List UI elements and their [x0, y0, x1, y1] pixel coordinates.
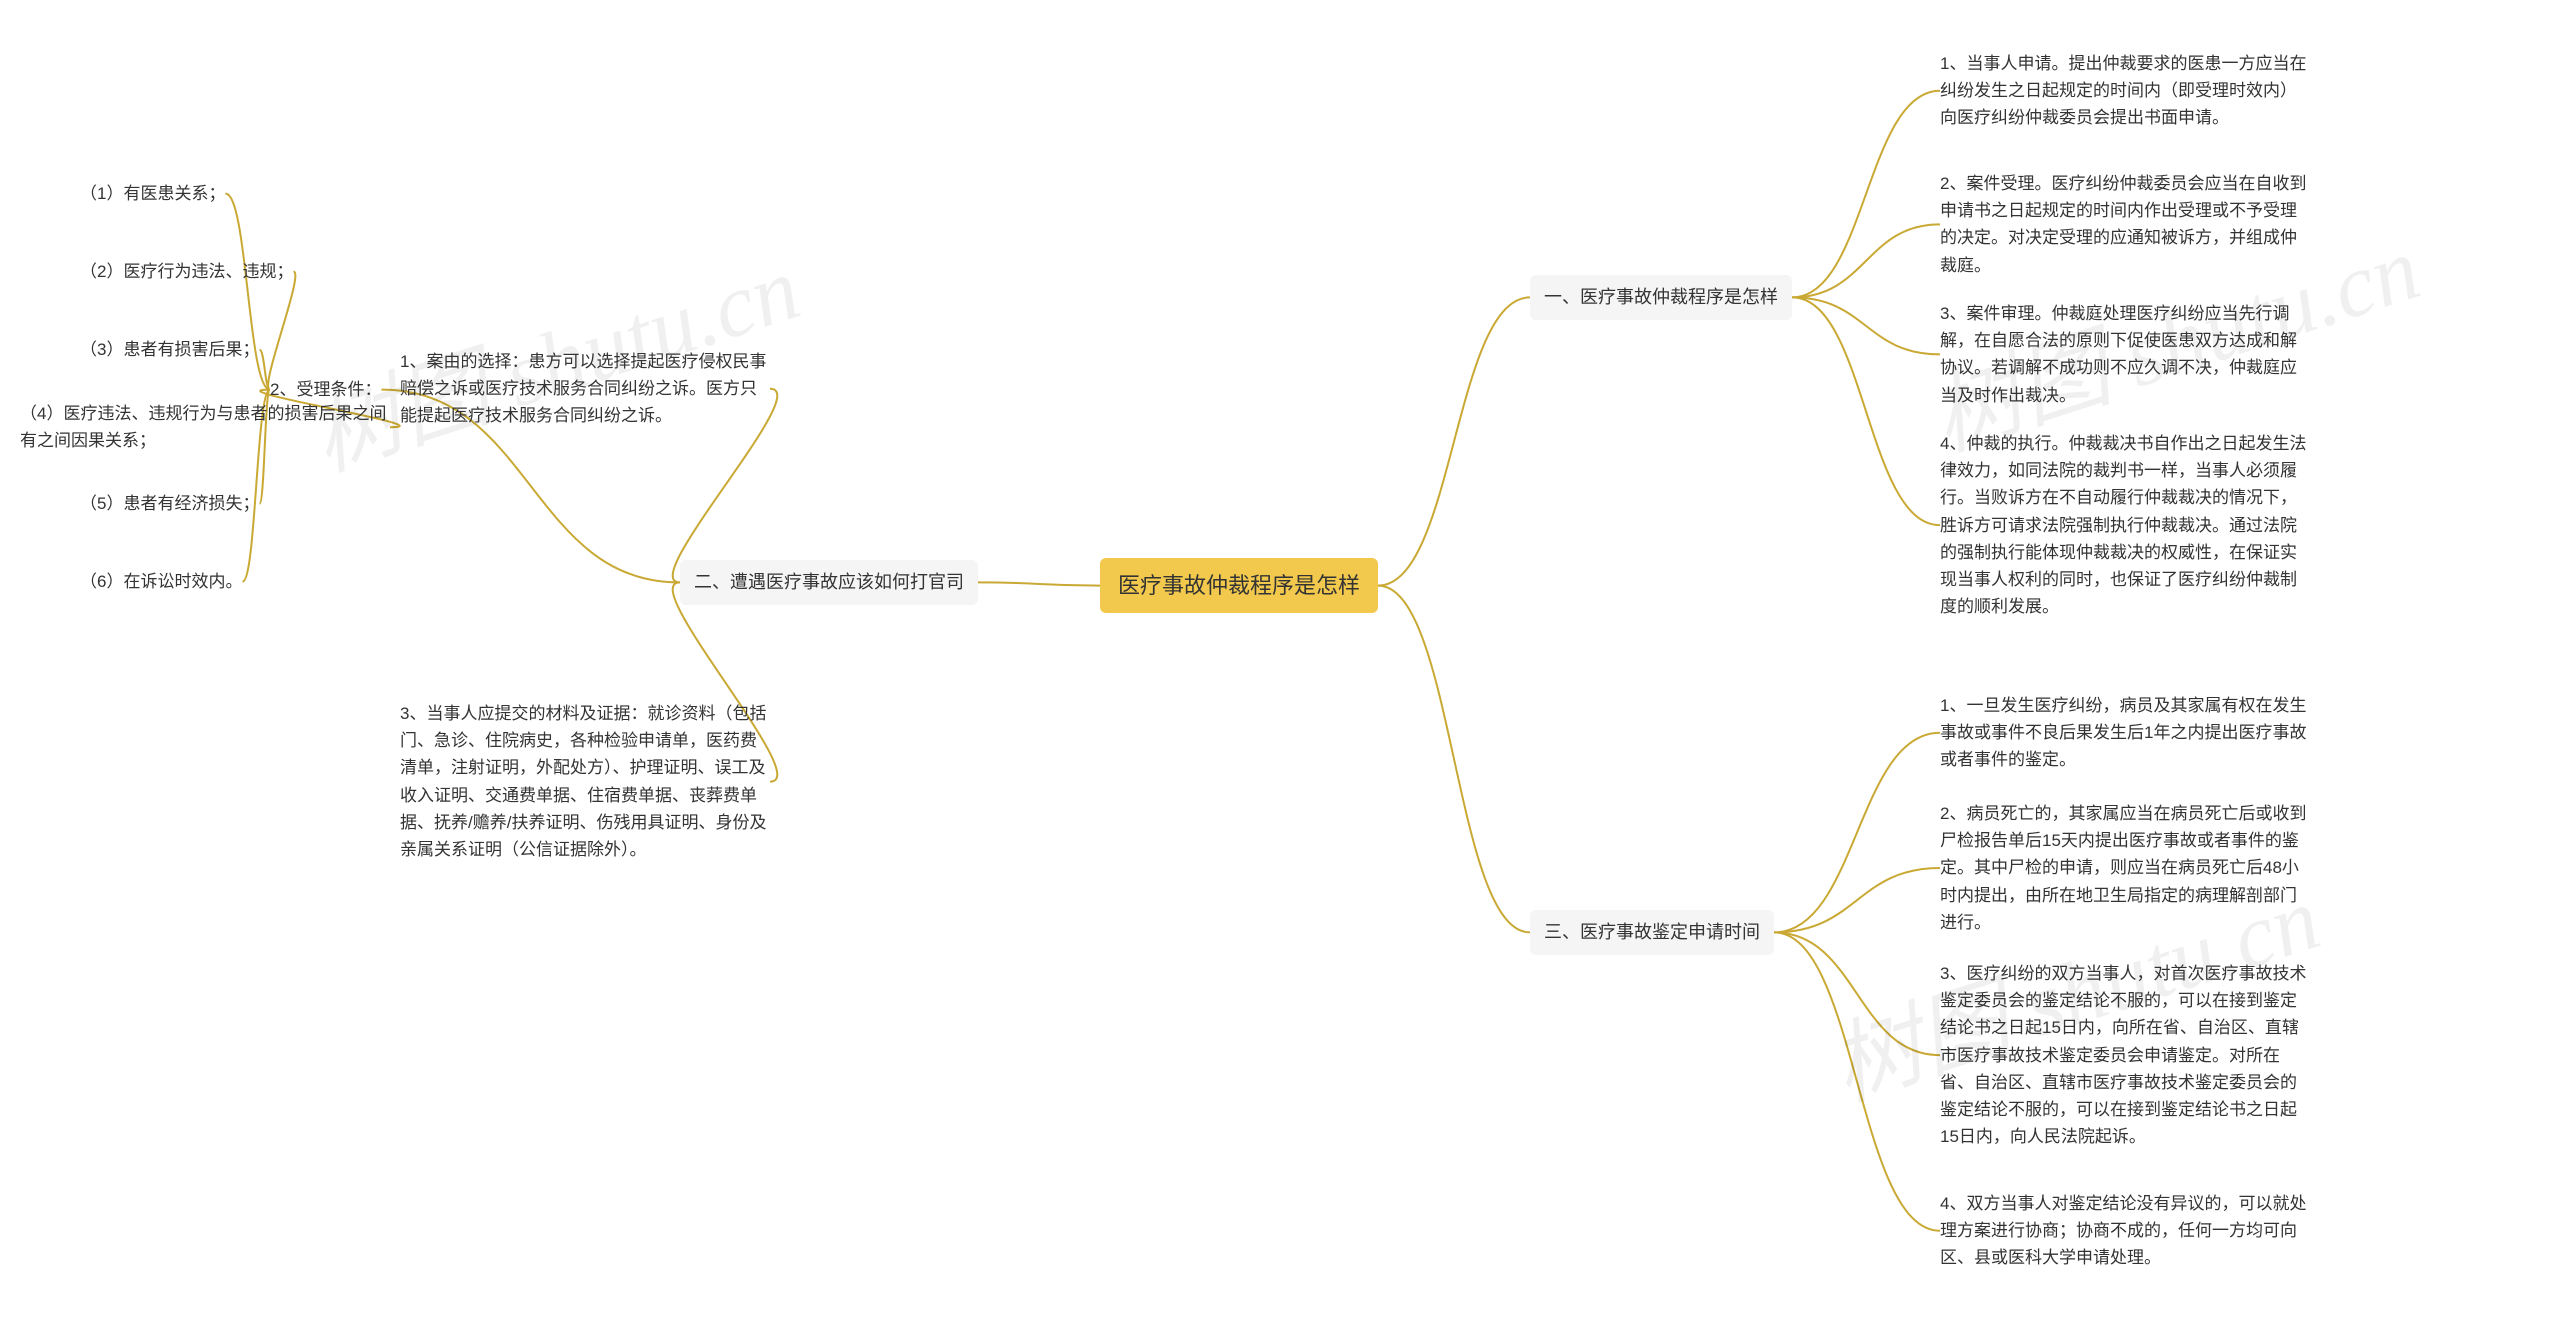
cond-1: （1）有医患关系； — [80, 180, 225, 207]
cond-4: （4）医疗违法、违规行为与患者的损害后果之间有之间因果关系； — [20, 400, 390, 454]
branch-3-item-1: 1、一旦发生医疗纠纷，病员及其家属有权在发生事故或事件不良后果发生后1年之内提出… — [1940, 692, 2310, 774]
branch-2-item-1: 1、案由的选择：患方可以选择提起医疗侵权民事赔偿之诉或医疗技术服务合同纠纷之诉。… — [400, 348, 770, 430]
cond-5: （5）患者有经济损失； — [80, 490, 259, 517]
branch-2-item-3: 3、当事人应提交的材料及证据：就诊资料（包括门、急诊、住院病史，各种检验申请单，… — [400, 700, 770, 863]
branch-1-item-1: 1、当事人申请。提出仲裁要求的医患一方应当在纠纷发生之日起规定的时间内（即受理时… — [1940, 50, 2310, 132]
cond-6: （6）在诉讼时效内。 — [80, 568, 242, 595]
branch-1-item-3: 3、案件审理。仲裁庭处理医疗纠纷应当先行调解，在自愿合法的原则下促使医患双方达成… — [1940, 300, 2310, 409]
branch-3-item-2: 2、病员死亡的，其家属应当在病员死亡后或收到尸检报告单后15天内提出医疗事故或者… — [1940, 800, 2310, 936]
branch-1-item-2: 2、案件受理。医疗纠纷仲裁委员会应当在自收到申请书之日起规定的时间内作出受理或不… — [1940, 170, 2310, 279]
branch-1-item-4: 4、仲裁的执行。仲裁裁决书自作出之日起发生法律效力，如同法院的裁判书一样，当事人… — [1940, 430, 2310, 620]
cond-3: （3）患者有损害后果； — [80, 336, 259, 363]
branch-3-item-4: 4、双方当事人对鉴定结论没有异议的，可以就处理方案进行协商；协商不成的，任何一方… — [1940, 1190, 2310, 1272]
branch-2: 二、遭遇医疗事故应该如何打官司 — [680, 560, 978, 605]
branch-3-item-3: 3、医疗纠纷的双方当事人，对首次医疗事故技术鉴定委员会的鉴定结论不服的，可以在接… — [1940, 960, 2310, 1150]
cond-2: （2）医疗行为违法、违规； — [80, 258, 293, 285]
root-node: 医疗事故仲裁程序是怎样 — [1100, 558, 1378, 613]
branch-3: 三、医疗事故鉴定申请时间 — [1530, 910, 1774, 955]
branch-1: 一、医疗事故仲裁程序是怎样 — [1530, 275, 1792, 320]
